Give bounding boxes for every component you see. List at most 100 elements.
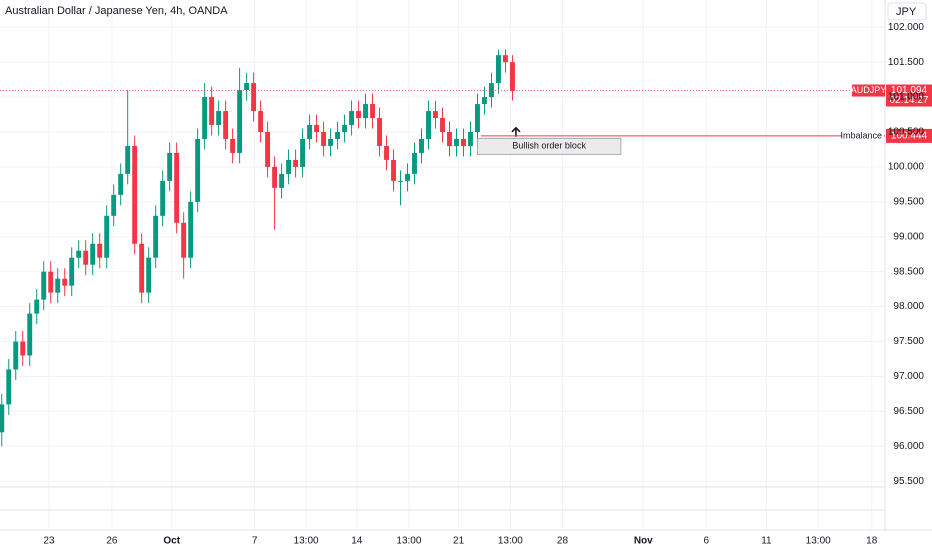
candle-body	[419, 138, 424, 153]
candle-body	[314, 125, 320, 132]
candle-body	[104, 215, 110, 258]
candle-body	[209, 97, 215, 126]
candle-body	[475, 104, 480, 132]
candle-body	[461, 138, 466, 146]
candle-body	[300, 138, 306, 167]
imbalance-label: Imbalance	[840, 130, 882, 140]
current-price-label: 101.094	[891, 85, 928, 96]
candle-body	[146, 257, 152, 293]
candle-body	[454, 138, 459, 146]
candle-body	[447, 132, 452, 146]
countdown-label: 02:14:27	[890, 95, 929, 106]
candle-body	[230, 138, 236, 153]
candle-body	[440, 118, 445, 132]
candle-body	[342, 125, 348, 132]
candle-body	[503, 55, 508, 63]
x-tick-label: 6	[703, 536, 709, 547]
x-tick-label: 14	[351, 536, 363, 547]
y-tick-label: 101.500	[888, 57, 925, 68]
candle-body	[510, 62, 515, 91]
candle-body	[188, 201, 194, 258]
candle-body	[370, 104, 375, 119]
y-tick-label: 95.500	[893, 476, 924, 487]
y-tick-label: 100.500	[888, 127, 925, 138]
candle-body	[160, 180, 166, 216]
candle-body	[251, 83, 257, 112]
candle-body	[279, 173, 285, 188]
candle-body	[405, 173, 410, 181]
candle-body	[41, 271, 47, 300]
x-tick-label: 7	[252, 536, 258, 547]
x-tick-label: 11	[761, 536, 772, 547]
candle-body	[181, 222, 187, 258]
candle-body	[111, 194, 117, 216]
candle-body	[55, 278, 61, 293]
candle-body	[244, 83, 250, 91]
x-tick-label: 13:00	[498, 536, 523, 547]
current-price-bg	[886, 84, 932, 107]
candle-body	[132, 145, 138, 244]
candle-body	[76, 250, 82, 258]
y-tick-label: 97.000	[893, 371, 924, 382]
candle-body	[349, 111, 354, 126]
candle-body	[258, 111, 264, 132]
y-tick-label: 96.000	[893, 441, 924, 452]
candle-body	[97, 243, 103, 258]
candle-body	[90, 243, 96, 265]
candle-body	[272, 166, 278, 188]
candle-body	[195, 138, 201, 202]
currency-button[interactable]	[887, 2, 927, 21]
candle-body	[384, 145, 389, 160]
x-tick-label: 26	[106, 536, 118, 547]
overlay: Bullish order block Imbalance 100.444 AUDJP…	[0, 84, 932, 155]
candle-body	[139, 243, 145, 293]
candle-body	[328, 138, 334, 146]
candle-body	[286, 159, 292, 174]
candle-body	[0, 404, 5, 433]
candle-body	[412, 152, 417, 174]
imbalance-price: 100.444	[891, 131, 928, 142]
candle-body	[20, 341, 26, 356]
candle-body	[83, 250, 89, 265]
candle-body	[125, 145, 131, 174]
candle-body	[6, 369, 12, 405]
candle-body	[377, 118, 382, 146]
order-block	[477, 137, 622, 155]
candle-body	[48, 271, 54, 293]
y-tick-label: 99.500	[893, 196, 924, 207]
candle-body	[433, 111, 438, 119]
currency-label[interactable]: JPY	[896, 6, 917, 18]
x-tick-label: 13:00	[396, 536, 421, 547]
candle-body	[62, 278, 68, 286]
candle-body	[174, 152, 180, 223]
x-tick-label: 13:00	[294, 536, 319, 547]
imbalance-price-bg	[886, 128, 932, 143]
x-tick-label: Nov	[634, 536, 653, 547]
candle-body	[167, 152, 173, 181]
candle-body	[496, 55, 501, 84]
candle-body	[335, 132, 341, 139]
candle-body	[468, 132, 473, 146]
symbol-label: AUDJPY	[851, 85, 887, 95]
x-tick-label: 21	[453, 536, 465, 547]
candle-body	[118, 173, 124, 195]
y-tick-label: 100.000	[888, 162, 925, 173]
candle-body	[307, 125, 313, 139]
candle-body	[265, 132, 271, 167]
candle-body	[356, 111, 361, 119]
candle-body	[27, 313, 33, 356]
candle-body	[216, 111, 222, 126]
candle-body	[13, 341, 19, 370]
candle-body	[426, 111, 431, 139]
symbol-bg	[852, 84, 885, 97]
x-tick-label: 18	[866, 536, 878, 547]
y-tick-label: 98.000	[893, 301, 924, 312]
x-tick-label: Oct	[163, 536, 180, 547]
candle-body	[34, 299, 40, 314]
candle-body	[237, 90, 243, 153]
imbalance-text-bg	[842, 128, 884, 143]
candle-body	[482, 97, 487, 105]
chart-title: Australian Dollar / Japanese Yen, 4h, OA…	[5, 5, 228, 17]
